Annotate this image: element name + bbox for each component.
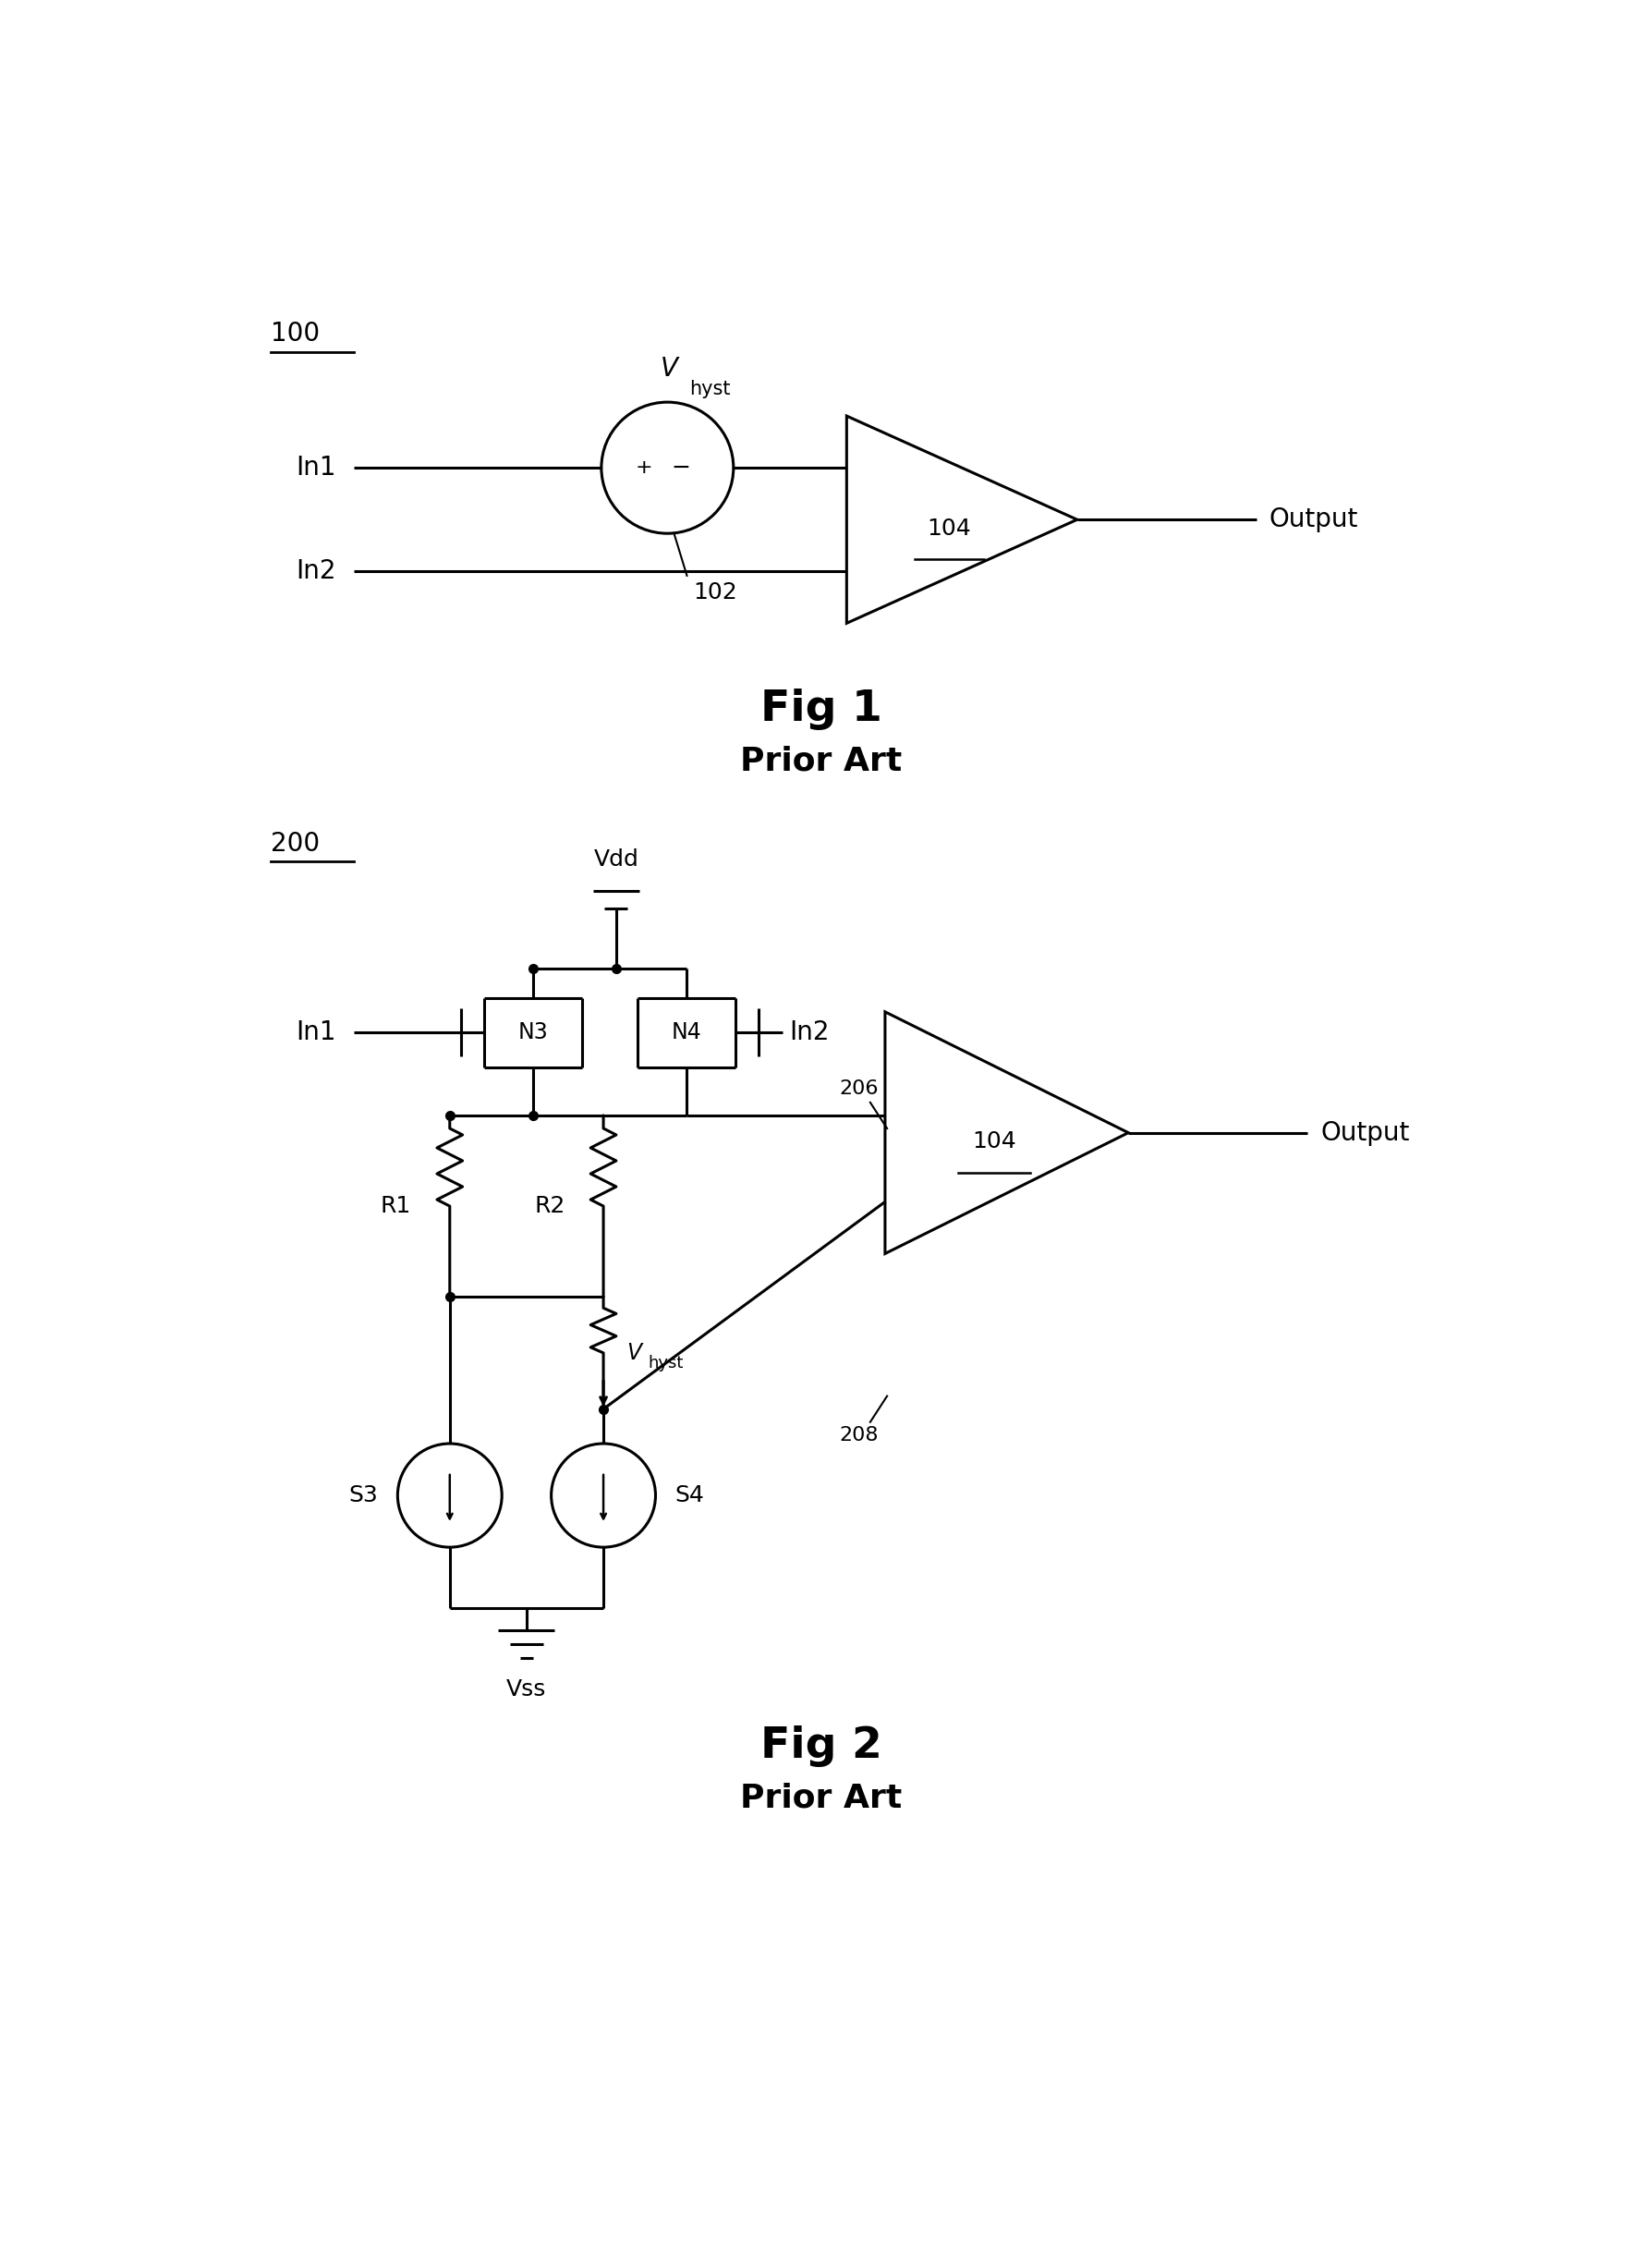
Text: S3: S3 bbox=[349, 1485, 378, 1507]
Text: Vss: Vss bbox=[507, 1678, 547, 1700]
Text: Fig 2: Fig 2 bbox=[760, 1725, 882, 1767]
Text: In2: In2 bbox=[790, 1021, 829, 1045]
Text: −: − bbox=[671, 458, 691, 478]
Text: +: + bbox=[636, 458, 653, 478]
Text: 200: 200 bbox=[271, 830, 319, 857]
Text: In1: In1 bbox=[296, 455, 337, 480]
Text: 102: 102 bbox=[694, 581, 738, 603]
Text: In2: In2 bbox=[296, 559, 337, 585]
Text: 104: 104 bbox=[971, 1130, 1016, 1153]
Text: Fig 1: Fig 1 bbox=[760, 689, 882, 731]
Text: 206: 206 bbox=[839, 1079, 879, 1099]
Text: Vdd: Vdd bbox=[593, 848, 639, 870]
Text: Prior Art: Prior Art bbox=[740, 1781, 902, 1812]
Text: R1: R1 bbox=[380, 1196, 411, 1218]
Text: V: V bbox=[626, 1341, 641, 1364]
Text: Prior Art: Prior Art bbox=[740, 745, 902, 776]
Text: Output: Output bbox=[1320, 1119, 1409, 1146]
Text: R2: R2 bbox=[534, 1196, 565, 1218]
Text: V: V bbox=[661, 357, 679, 381]
Text: S4: S4 bbox=[674, 1485, 704, 1507]
Text: In1: In1 bbox=[296, 1021, 337, 1045]
Text: hyst: hyst bbox=[689, 381, 730, 399]
Text: 100: 100 bbox=[271, 321, 319, 348]
Text: N3: N3 bbox=[517, 1021, 548, 1043]
Text: hyst: hyst bbox=[648, 1355, 684, 1373]
Text: Output: Output bbox=[1269, 507, 1358, 532]
Text: 104: 104 bbox=[927, 518, 971, 538]
Text: N4: N4 bbox=[671, 1021, 702, 1043]
Text: 208: 208 bbox=[839, 1427, 879, 1444]
